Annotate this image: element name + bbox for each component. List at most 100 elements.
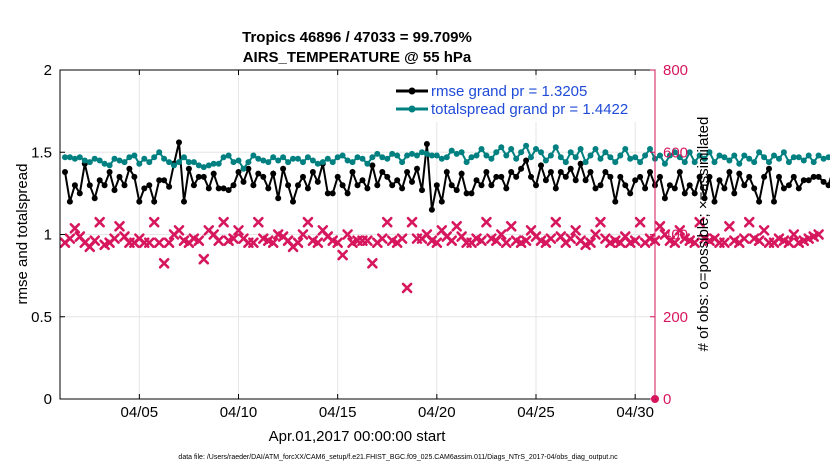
data-point <box>681 159 688 166</box>
data-point <box>756 198 763 205</box>
data-point <box>458 149 465 156</box>
x-tick-label: 04/30 <box>616 404 654 421</box>
data-point-assimilated <box>476 235 487 246</box>
data-point <box>771 152 777 159</box>
data-point <box>498 144 505 151</box>
data-point <box>96 157 103 164</box>
data-point <box>666 152 673 159</box>
data-point <box>776 173 782 180</box>
data-point-assimilated <box>743 216 755 228</box>
data-point <box>240 165 247 172</box>
data-point <box>86 182 93 189</box>
data-point-assimilated <box>332 237 343 249</box>
data-point <box>711 159 718 166</box>
legend-totalspread-marker <box>408 105 416 113</box>
data-point <box>225 187 232 194</box>
data-point <box>498 173 505 180</box>
data-point <box>513 155 520 162</box>
data-point-assimilated <box>719 237 730 249</box>
data-point-assimilated <box>218 216 229 228</box>
data-point-assimilated <box>367 257 378 269</box>
data-point <box>508 146 515 152</box>
data-point <box>756 149 763 156</box>
data-point <box>409 150 415 157</box>
data-point-assimilated <box>69 223 81 234</box>
chart-title-line2: AIRS_TEMPERATURE @ 55 hPa <box>243 49 472 66</box>
data-point <box>751 185 758 192</box>
data-point <box>250 182 257 189</box>
data-point <box>448 182 455 189</box>
data-point <box>136 198 143 205</box>
data-point <box>533 182 539 189</box>
data-point <box>761 173 768 180</box>
data-point-assimilated <box>689 237 700 249</box>
data-point <box>389 150 396 157</box>
data-point <box>577 160 584 167</box>
data-point <box>533 146 539 152</box>
series-0 <box>62 139 830 213</box>
data-point-assimilated <box>143 237 155 249</box>
x-tick-label: 04/20 <box>418 404 456 421</box>
data-point <box>369 154 376 161</box>
data-point-assimilated <box>431 237 443 249</box>
data-point <box>771 198 777 205</box>
data-point <box>587 152 594 159</box>
data-point <box>647 146 653 152</box>
data-point <box>676 169 683 175</box>
data-point <box>71 155 78 162</box>
data-point <box>448 147 455 154</box>
x-tick-label: 04/05 <box>121 404 159 421</box>
data-point-assimilated <box>342 229 353 240</box>
data-point-assimilated <box>267 237 279 249</box>
data-point <box>523 142 530 149</box>
data-point <box>701 155 708 162</box>
data-point <box>364 160 371 167</box>
data-point <box>428 152 435 159</box>
data-point <box>523 157 530 164</box>
data-point <box>324 190 331 197</box>
data-point <box>324 155 331 162</box>
data-point <box>404 152 411 159</box>
data-point <box>716 152 723 159</box>
data-point <box>146 159 153 166</box>
data-point <box>577 146 584 152</box>
data-point <box>478 182 485 189</box>
data-point <box>344 190 351 197</box>
series-1 <box>62 142 830 172</box>
data-point <box>592 185 599 192</box>
data-point-assimilated <box>153 237 165 249</box>
data-point <box>389 182 396 189</box>
data-point <box>404 169 411 175</box>
data-point <box>473 152 480 159</box>
data-point <box>657 152 663 159</box>
data-point <box>190 182 197 189</box>
data-point <box>185 165 192 172</box>
data-point <box>205 185 212 192</box>
data-point <box>592 146 599 152</box>
series-2 <box>59 216 824 294</box>
data-point <box>463 190 470 197</box>
series-layer <box>59 139 830 403</box>
data-point <box>468 154 475 161</box>
data-point <box>825 182 830 189</box>
data-point <box>746 173 753 180</box>
data-point <box>106 169 113 175</box>
data-point-assimilated <box>565 233 577 244</box>
data-point <box>706 149 713 156</box>
data-point <box>721 185 728 192</box>
data-point <box>166 159 173 166</box>
data-point <box>761 154 768 161</box>
data-point <box>384 173 391 180</box>
data-point <box>255 170 262 177</box>
data-point <box>780 149 787 156</box>
data-point <box>215 160 222 167</box>
data-point <box>666 182 673 189</box>
data-point <box>617 173 624 180</box>
data-point <box>121 159 128 166</box>
data-point <box>344 157 351 164</box>
chart-title-line1: Tropics 46896 / 47033 = 99.709% <box>242 29 472 46</box>
data-point <box>691 190 698 197</box>
data-point <box>200 173 207 180</box>
data-point <box>657 173 663 180</box>
data-point-assimilated <box>64 233 76 244</box>
